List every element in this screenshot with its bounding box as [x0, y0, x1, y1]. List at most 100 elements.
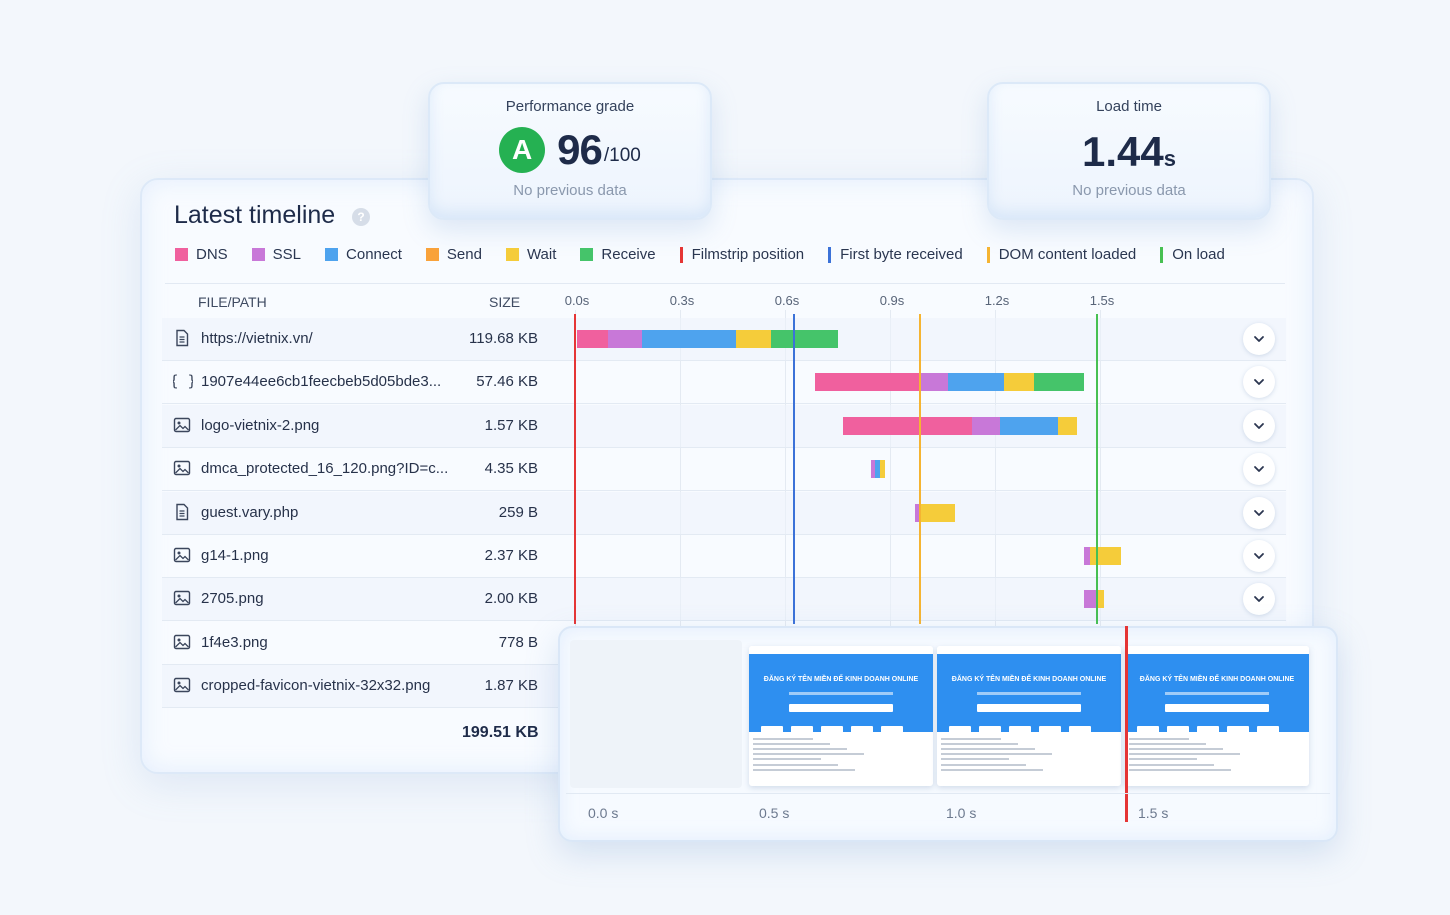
- load-time-value: 1.44: [1082, 128, 1164, 175]
- axis-tick-label: 1.5s: [1089, 293, 1115, 308]
- table-row[interactable]: { } 1907e44ee6cb1feecbeb5d05bde3... 57.46 …: [162, 361, 1286, 405]
- grade-previous-note: No previous data: [513, 182, 627, 199]
- total-size: 199.51 KB: [462, 724, 539, 741]
- filmstrip-playhead[interactable]: [1125, 626, 1128, 822]
- axis-gridline: [995, 310, 996, 630]
- waterfall-bar[interactable]: [1084, 547, 1121, 565]
- file-path: logo-vietnix-2.png: [201, 416, 320, 434]
- filmstrip-frame[interactable]: ĐĂNG KÝ TÊN MIỀN ĐỂ KINH DOANH ONLINE: [1125, 646, 1309, 786]
- waterfall-segment: [870, 460, 875, 479]
- legend-item: First byte received: [828, 246, 963, 263]
- expand-row-button[interactable]: [1243, 323, 1275, 355]
- legend-label: Receive: [601, 246, 656, 263]
- legend-swatch: [251, 248, 265, 261]
- waterfall-segment: [914, 503, 919, 522]
- legend-item: DNS: [175, 246, 228, 263]
- file-path: 2705.png: [201, 590, 264, 608]
- image-icon: [173, 633, 191, 651]
- table-row[interactable]: https://vietnix.vn/119.68 KB: [162, 318, 1286, 361]
- table-row[interactable]: dmca_protected_16_120.png?ID=c... 4.35 KB: [162, 448, 1286, 492]
- axis-tick-label: 0.9s: [879, 293, 905, 308]
- legend-item: Receive: [580, 246, 656, 263]
- legend-label: First byte received: [840, 246, 963, 263]
- filmstrip-position-marker: [574, 314, 576, 624]
- file-size: 57.46 KB: [476, 373, 538, 391]
- expand-row-button[interactable]: [1243, 540, 1275, 572]
- file-path: g14-1.png: [201, 547, 269, 564]
- waterfall-bar[interactable]: [576, 330, 838, 348]
- legend-line-marker: [679, 246, 683, 263]
- waterfall-segment: [972, 416, 1001, 435]
- waterfall-bar[interactable]: [814, 373, 1085, 392]
- legend-item: Wait: [505, 246, 557, 263]
- file-size: 1.87 KB: [484, 677, 538, 695]
- legend-label: DNS: [196, 246, 228, 263]
- legend-label: Send: [446, 246, 482, 263]
- axis-tick-label: 1.2s: [984, 293, 1010, 308]
- legend-label: On load: [1172, 246, 1225, 263]
- performance-grade-label: Performance grade: [505, 98, 635, 115]
- expand-row-button[interactable]: [1243, 366, 1275, 399]
- legend-line-marker: [1160, 246, 1164, 263]
- frame-headline: ĐĂNG KÝ TÊN MIỀN ĐỂ KINH DOANH ONLINE: [1139, 676, 1295, 683]
- timeline-legend: DNS SSL Connect Send Wait Receive Filmstrip po…: [175, 246, 1249, 263]
- axis-tick-label: 0.3s: [669, 293, 695, 308]
- table-row[interactable]: 2705.png 2.00 KB: [162, 578, 1286, 622]
- chevron-down-icon: [1254, 336, 1264, 342]
- legend-item: Send: [425, 246, 482, 263]
- file-path: 1907e44ee6cb1feecbeb5d05bde3...: [201, 373, 442, 391]
- frame-headline: ĐĂNG KÝ TÊN MIỀN ĐỂ KINH DOANH ONLINE: [951, 676, 1107, 683]
- waterfall-segment: [814, 373, 920, 392]
- expand-row-button[interactable]: [1243, 453, 1275, 486]
- file-path: guest.vary.php: [201, 503, 299, 521]
- load-time-card: Load time 1.44s No previous data: [987, 82, 1271, 220]
- file-path: dmca_protected_16_120.png?ID=c...: [201, 460, 449, 478]
- waterfall-bar[interactable]: [870, 460, 886, 479]
- waterfall-segment: [1089, 547, 1121, 565]
- help-icon[interactable]: ?: [352, 208, 370, 226]
- svg-text:{ }: { }: [173, 372, 193, 390]
- code-icon: { }: [169, 372, 196, 390]
- waterfall-segment: [1033, 373, 1085, 392]
- waterfall-segment: [1084, 590, 1097, 609]
- file-size: 4.35 KB: [484, 460, 538, 478]
- expand-row-button[interactable]: [1243, 583, 1275, 616]
- table-row[interactable]: g14-1.png 2.37 KB: [162, 535, 1286, 578]
- document-icon: [173, 329, 191, 347]
- filmstrip-tick: 1.5 s: [1138, 805, 1169, 821]
- filmstrip-frame[interactable]: ĐĂNG KÝ TÊN MIỀN ĐỂ KINH DOANH ONLINE: [749, 646, 933, 786]
- waterfall-bar[interactable]: [914, 503, 956, 522]
- waterfall-segment: [1096, 590, 1104, 609]
- waterfall-segment: [918, 503, 956, 522]
- column-header-size: SIZE: [489, 294, 521, 310]
- chevron-down-icon: [1254, 509, 1264, 516]
- waterfall-segment: [1084, 547, 1090, 565]
- legend-line-marker: [986, 246, 990, 263]
- legend-item: SSL: [251, 246, 301, 263]
- grade-max: /100: [603, 145, 641, 166]
- image-icon: [173, 459, 191, 477]
- file-size: 1.57 KB: [484, 416, 538, 434]
- table-row[interactable]: guest.vary.php 259 B: [162, 491, 1286, 535]
- column-header-file: FILE/PATH: [198, 294, 267, 310]
- axis-tick-label: 0.0s: [564, 293, 590, 308]
- waterfall-segment: [1000, 416, 1058, 435]
- chevron-down-icon: [1254, 596, 1264, 603]
- chevron-down-icon: [1254, 466, 1264, 473]
- filmstrip-tick: 0.0 s: [588, 805, 619, 821]
- waterfall-bar[interactable]: [1084, 590, 1104, 609]
- legend-item: DOM content loaded: [986, 246, 1136, 263]
- filmstrip-frame-blank: [570, 640, 742, 788]
- waterfall-segment: [771, 330, 838, 348]
- filmstrip-frame[interactable]: ĐĂNG KÝ TÊN MIỀN ĐỂ KINH DOANH ONLINE: [937, 646, 1121, 786]
- file-path: cropped-favicon-vietnix-32x32.png: [201, 677, 431, 695]
- waterfall-bar[interactable]: [842, 416, 1078, 435]
- legend-line-marker: [828, 246, 832, 263]
- filmstrip-tick: 1.0 s: [946, 805, 977, 821]
- table-row[interactable]: logo-vietnix-2.png 1.57 KB: [162, 404, 1286, 448]
- performance-grade-card: Performance grade A 96 /100 No previous …: [428, 82, 712, 220]
- legend-label: Wait: [526, 246, 557, 263]
- expand-row-button[interactable]: [1243, 409, 1275, 442]
- expand-row-button[interactable]: [1243, 496, 1275, 529]
- axis-gridline: [785, 310, 786, 630]
